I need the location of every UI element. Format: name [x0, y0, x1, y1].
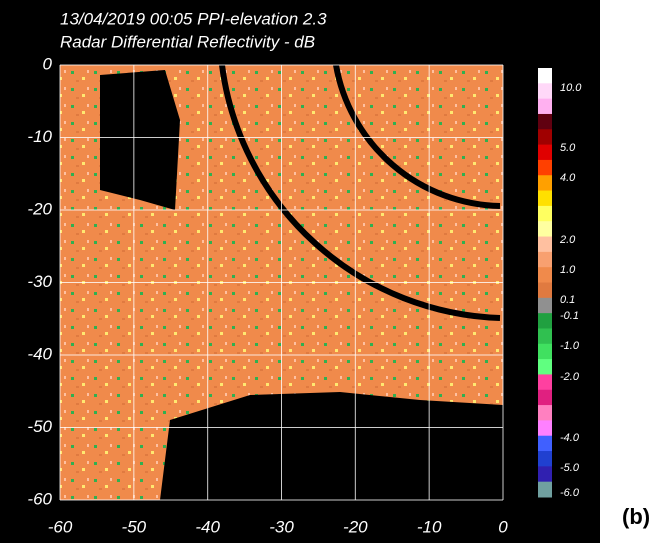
colorbar-swatch	[538, 252, 552, 268]
colorbar-swatch	[538, 359, 552, 375]
colorbar-label: -4.0	[560, 432, 580, 444]
colorbar-swatch	[538, 436, 552, 452]
y-tick-label: -50	[27, 417, 52, 436]
colorbar-swatch	[538, 206, 552, 222]
colorbar-swatch	[538, 99, 552, 115]
colorbar-label: 2.0	[559, 234, 576, 246]
colorbar-swatch	[538, 328, 552, 344]
colorbar-swatch	[538, 160, 552, 176]
colorbar-swatch	[538, 466, 552, 482]
colorbar-swatch	[538, 129, 552, 145]
panel-label: (b)	[622, 504, 650, 529]
x-tick-label: 0	[498, 517, 508, 536]
x-tick-label: -10	[417, 517, 442, 536]
colorbar-swatch	[538, 267, 552, 283]
y-tick-label: -40	[27, 344, 52, 363]
x-tick-label: -30	[269, 517, 294, 536]
y-tick-label: 0	[43, 54, 53, 73]
chart-subtitle: Radar Differential Reflectivity - dB	[60, 32, 315, 51]
colorbar-swatch	[538, 221, 552, 237]
y-tick-label: -10	[27, 127, 52, 146]
x-tick-label: -40	[195, 517, 220, 536]
y-tick-label: -20	[27, 199, 52, 218]
colorbar-swatch	[538, 313, 552, 329]
colorbar-swatch	[538, 390, 552, 406]
no-echo	[100, 70, 180, 210]
colorbar-swatch	[538, 283, 552, 299]
y-tick-label: -30	[27, 272, 52, 291]
colorbar-swatch	[538, 114, 552, 130]
colorbar-label: 4.0	[560, 172, 576, 184]
colorbar-swatch	[538, 405, 552, 421]
x-tick-label: -60	[48, 517, 73, 536]
colorbar-label: -0.1	[560, 310, 579, 322]
colorbar-label: -1.0	[560, 340, 580, 352]
colorbar-swatch	[538, 237, 552, 253]
colorbar-label: 0.1	[560, 294, 575, 306]
colorbar-label: 1.0	[560, 264, 576, 276]
colorbar-swatch	[538, 298, 552, 314]
colorbar-swatch	[538, 145, 552, 161]
colorbar-label: -5.0	[560, 462, 580, 474]
colorbar-swatch	[538, 68, 552, 84]
y-tick-label: -60	[27, 489, 52, 508]
chart-title: 13/04/2019 00:05 PPI-elevation 2.3	[60, 9, 327, 28]
colorbar-label: -6.0	[560, 487, 580, 499]
no-echo	[160, 392, 503, 500]
chart: 13/04/2019 00:05 PPI-elevation 2.3 Radar…	[0, 0, 656, 543]
colorbar-swatch	[538, 83, 552, 99]
x-tick-label: -50	[122, 517, 147, 536]
colorbar-swatch	[538, 344, 552, 360]
colorbar-swatch	[538, 420, 552, 436]
colorbar-swatch	[538, 451, 552, 467]
colorbar-swatch	[538, 482, 552, 498]
colorbar-swatch	[538, 175, 552, 191]
colorbar-label: 5.0	[560, 142, 576, 154]
colorbar-label: 10.0	[560, 82, 582, 94]
colorbar-swatch	[538, 374, 552, 390]
colorbar-swatch	[538, 191, 552, 207]
colorbar-label: -2.0	[560, 371, 580, 383]
x-tick-label: -20	[343, 517, 368, 536]
